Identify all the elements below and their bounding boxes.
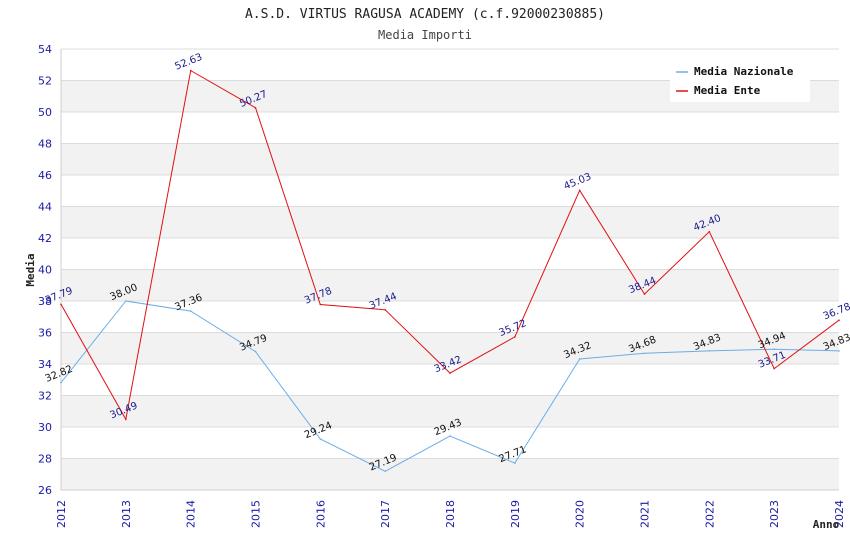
data-point [773, 348, 775, 350]
data-point [449, 435, 451, 437]
x-tick-label: 2018 [444, 500, 457, 528]
data-point [708, 350, 711, 352]
axes [60, 49, 839, 491]
data-point [514, 462, 516, 464]
y-tick-label: 50 [38, 106, 52, 119]
x-tick-label: 2021 [639, 500, 652, 528]
grid-band [61, 269, 839, 301]
x-tick-label: 2016 [314, 500, 327, 528]
legend-label-media-nazionale: Media Nazionale [694, 65, 794, 78]
series-lines [60, 69, 840, 473]
y-tick-label: 42 [38, 232, 52, 245]
x-tick-label: 2017 [379, 500, 392, 528]
y-tick-label: 44 [38, 201, 52, 214]
data-point [578, 358, 581, 360]
x-tick-label: 2012 [55, 500, 68, 528]
data-point [578, 189, 581, 192]
x-tick-label: 2019 [509, 500, 522, 528]
x-tick-label: 2022 [703, 500, 716, 528]
y-tick-label: 36 [38, 327, 52, 340]
x-tick-label: 2013 [120, 500, 133, 528]
y-tick-label: 26 [38, 484, 52, 497]
data-point [773, 367, 775, 370]
x-tick-label: 2024 [833, 500, 846, 528]
legend: Media Nazionale Media Ente [670, 60, 810, 102]
y-tick-labels: 26 28 30 32 34 36 38 40 42 44 46 48 50 52 54 [38, 43, 52, 497]
data-point [125, 300, 127, 302]
data-point [60, 381, 62, 384]
y-tick-label: 52 [38, 75, 52, 88]
x-axis-label: Anno [813, 518, 840, 531]
data-point [514, 336, 516, 338]
legend-label-media-ente: Media Ente [694, 84, 761, 97]
data-label: 36.78 [822, 301, 850, 322]
y-tick-label: 38 [38, 295, 52, 308]
x-tick-label: 2014 [185, 500, 198, 528]
y-tick-label: 48 [38, 138, 52, 151]
y-tick-label: 34 [38, 358, 52, 371]
grid-band [61, 332, 839, 364]
y-tick-label: 54 [38, 43, 52, 56]
grid-band [61, 458, 839, 490]
grid-band [61, 143, 839, 175]
data-point [838, 350, 840, 352]
chart-subtitle: Media Importi [378, 28, 472, 42]
data-point [838, 319, 840, 322]
legend-box [670, 60, 810, 102]
data-point [189, 310, 192, 312]
data-point [384, 309, 386, 311]
series-line-media-nazionale [60, 300, 840, 472]
data-point [254, 350, 257, 353]
grid-band [61, 395, 839, 427]
data-point [449, 372, 451, 374]
data-point [643, 293, 646, 295]
data-point [319, 438, 322, 440]
y-axis-label: Media [24, 253, 37, 286]
data-point [60, 303, 62, 306]
data-point [384, 470, 386, 473]
chart-title: A.S.D. VIRTUS RAGUSA ACADEMY (c.f.920002… [245, 7, 605, 22]
data-label: 52.63 [173, 52, 204, 73]
data-point [708, 230, 711, 233]
x-tick-label: 2023 [768, 500, 781, 528]
y-tick-label: 32 [38, 390, 52, 403]
x-tick-label: 2015 [250, 500, 263, 528]
data-point [643, 352, 646, 355]
y-tick-label: 46 [38, 169, 52, 182]
data-label: 37.79 [44, 286, 75, 307]
y-tick-label: 40 [38, 264, 52, 277]
data-point [189, 69, 192, 72]
data-point [319, 303, 322, 306]
x-tick-label: 2020 [574, 500, 587, 528]
grid-bands [61, 80, 839, 490]
y-tick-label: 28 [38, 453, 52, 466]
x-tick-labels: 2012 2013 2014 2015 2016 2017 2018 2019 2020 2021… [55, 500, 846, 528]
data-point [254, 106, 257, 109]
data-point [125, 418, 127, 421]
y-tick-label: 30 [38, 421, 52, 434]
